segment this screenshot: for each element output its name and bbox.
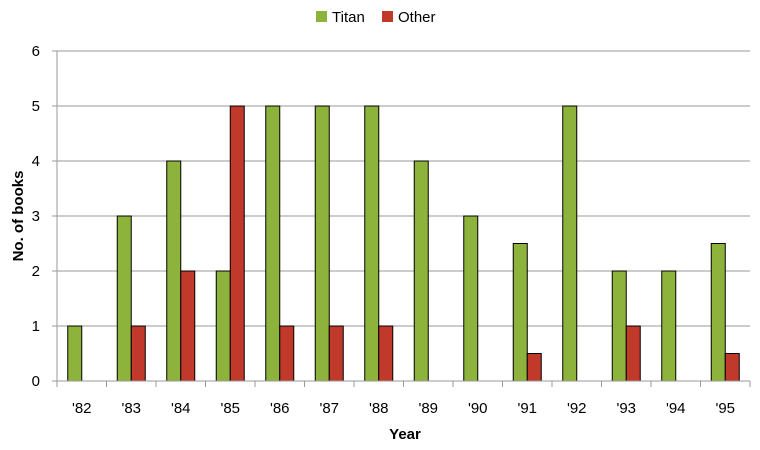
x-tick-label: '93 <box>616 400 636 417</box>
bar-other <box>724 353 740 382</box>
axes <box>52 50 751 387</box>
bar-titan <box>314 105 330 382</box>
bar-other <box>378 325 394 382</box>
x-tick-label: '92 <box>567 400 587 417</box>
bar-titan <box>512 243 528 382</box>
bar-other <box>328 325 344 382</box>
x-tick-label: '82 <box>72 400 92 417</box>
y-tick-labels: 0 1 2 3 4 5 6 <box>32 43 40 390</box>
bar-titan <box>710 243 726 382</box>
x-tick-label: '91 <box>517 400 537 417</box>
bar-other <box>625 325 641 382</box>
x-tick-labels: '82 '83 '84 '85 '86 '87 '88 '89 '90 '91 '92 '93 '94 '… <box>72 400 735 417</box>
bar-titan <box>413 160 429 382</box>
gridlines <box>57 50 750 327</box>
bar-other <box>526 353 542 382</box>
bar-titan <box>166 160 182 382</box>
bar-titan <box>215 270 231 382</box>
legend-label-titan: Titan <box>332 9 365 26</box>
bar-titan <box>661 270 677 382</box>
bars <box>67 105 740 382</box>
y-tick-label: 0 <box>32 373 40 390</box>
y-tick-label: 3 <box>32 208 40 225</box>
bar-other <box>229 105 245 382</box>
x-tick-label: '84 <box>171 400 191 417</box>
bar-titan <box>265 105 281 382</box>
x-tick-label: '87 <box>319 400 339 417</box>
bar-other <box>180 270 196 382</box>
y-axis-title: No. of books <box>10 171 27 262</box>
y-tick-label: 6 <box>32 43 40 60</box>
x-tick-label: '90 <box>468 400 488 417</box>
legend-swatch-other <box>382 11 393 22</box>
y-tick-label: 5 <box>32 98 40 115</box>
bar-titan <box>463 215 479 382</box>
x-tick-label: '83 <box>121 400 141 417</box>
x-tick-label: '94 <box>666 400 686 417</box>
y-tick-label: 4 <box>32 153 40 170</box>
y-tick-label: 1 <box>32 318 40 335</box>
bar-titan <box>364 105 380 382</box>
x-tick-label: '89 <box>418 400 438 417</box>
bar-titan <box>116 215 132 382</box>
x-tick-label: '85 <box>220 400 240 417</box>
legend-swatch-titan <box>316 11 327 22</box>
x-tick-label: '86 <box>270 400 290 417</box>
x-axis-title: Year <box>389 426 421 443</box>
legend: Titan Other <box>316 9 436 26</box>
legend-label-other: Other <box>398 9 436 26</box>
x-tick-label: '95 <box>715 400 735 417</box>
x-tick-label: '88 <box>369 400 389 417</box>
bar-titan <box>562 105 578 382</box>
bar-other <box>279 325 295 382</box>
bar-titan <box>611 270 627 382</box>
y-tick-label: 2 <box>32 263 40 280</box>
bar-titan <box>67 325 83 382</box>
bar-other <box>130 325 146 382</box>
